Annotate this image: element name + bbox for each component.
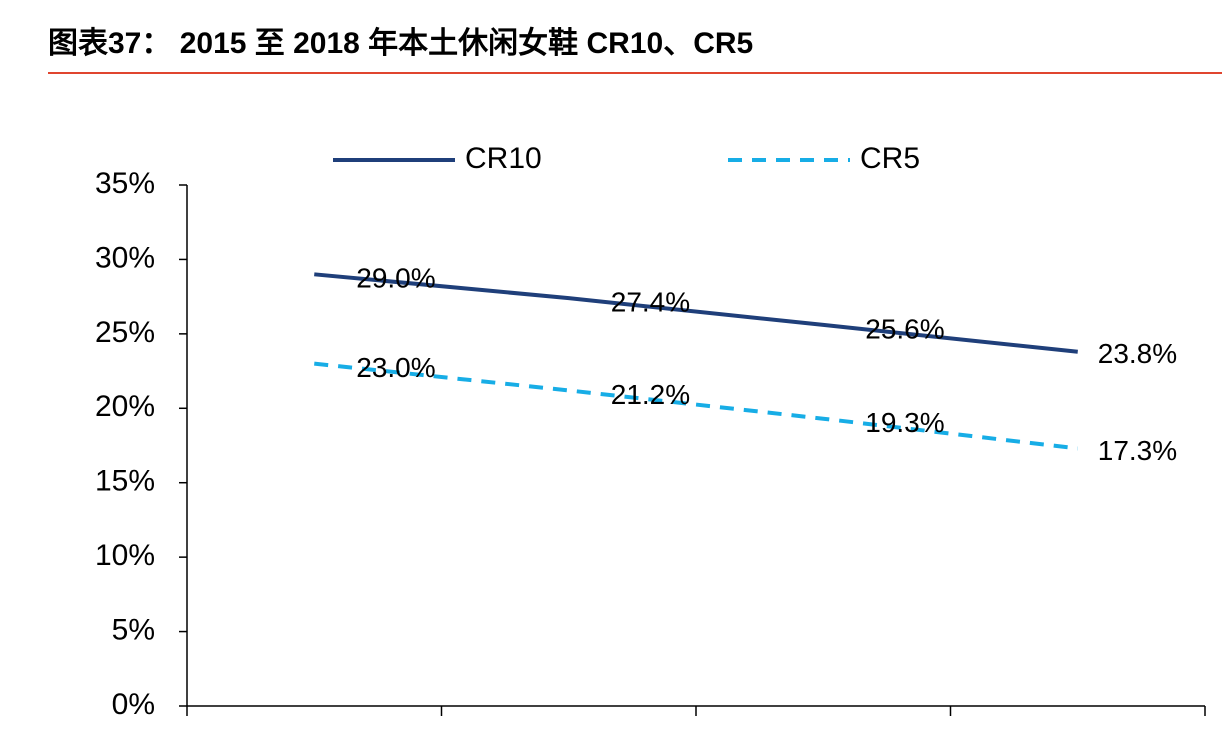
y-tick-label: 10% [95, 539, 155, 572]
legend-label: CR10 [465, 142, 542, 175]
y-tick-label: 20% [95, 390, 155, 423]
series-line [314, 272, 1078, 354]
data-label: 25.6% [865, 313, 944, 344]
data-label: 19.3% [865, 407, 944, 438]
y-tick-label: 0% [112, 688, 155, 721]
legend-label: CR5 [860, 142, 920, 175]
y-tick-label: 25% [95, 316, 155, 349]
data-label: 21.2% [611, 379, 690, 410]
data-label: 23.0% [356, 352, 435, 383]
y-tick-label: 35% [95, 167, 155, 200]
y-tick-label: 30% [95, 241, 155, 274]
series-line [314, 361, 1078, 451]
data-label: 27.4% [611, 287, 690, 318]
y-tick-label: 5% [112, 613, 155, 646]
data-label: 17.3% [1098, 435, 1177, 466]
y-tick-label: 15% [95, 465, 155, 498]
data-label: 23.8% [1098, 338, 1177, 369]
data-label: 29.0% [356, 263, 435, 294]
chart-title: 图表37： 2015 至 2018 年本土休闲女鞋 CR10、CR5 [48, 26, 753, 60]
